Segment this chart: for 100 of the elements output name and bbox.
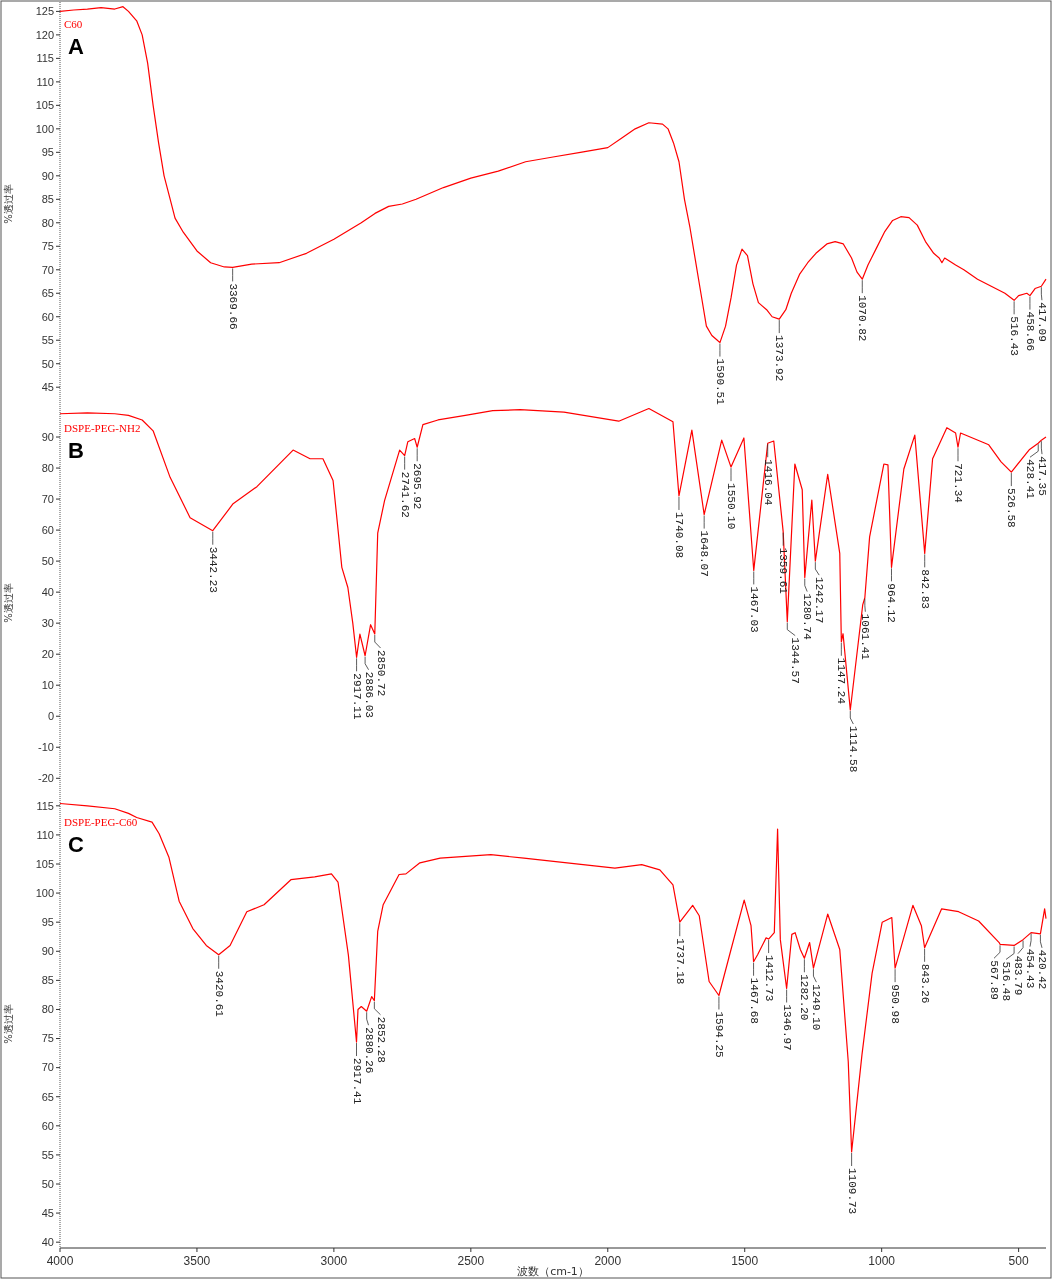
text: A: [68, 34, 84, 59]
annotation: 458.66: [1023, 311, 1036, 352]
y-tick-label: 80: [41, 1003, 54, 1016]
annotation: 567.89: [988, 960, 1000, 1000]
annotation: 1114.58: [847, 726, 860, 773]
y-axis-title: %透过率: [3, 1004, 14, 1044]
y-tick-label: 115: [36, 799, 54, 812]
y-tick-label: 80: [41, 461, 54, 474]
annotation: 526.58: [1005, 488, 1018, 528]
y-tick-label: 50: [41, 357, 54, 370]
x-tick-label: 1500: [731, 1254, 759, 1268]
y-tick-label: 75: [41, 240, 54, 253]
series-label: DSPE-PEG-C60: [64, 816, 138, 828]
y-tick-label: 85: [41, 193, 54, 206]
annotation: 842.83: [918, 569, 931, 609]
text: B: [68, 438, 84, 463]
annotation: 2880.26: [362, 1027, 375, 1074]
x-tick-label: 3000: [320, 1254, 348, 1268]
annotation: 1467.68: [747, 977, 760, 1024]
y-axis-title: %透过率: [3, 184, 14, 224]
annotation: 950.98: [889, 984, 902, 1024]
series-label: DSPE-PEG-NH2: [64, 422, 141, 434]
y-tick-label: 55: [41, 1148, 54, 1161]
y-tick-label: 65: [41, 287, 54, 300]
annotation: 2852.28: [374, 1016, 387, 1063]
y-tick-label: 110: [36, 75, 54, 88]
text: C: [68, 832, 84, 857]
annotation: 454.43: [1024, 948, 1036, 989]
y-tick-label: 125: [35, 5, 54, 18]
annotation: 1594.25: [712, 1011, 725, 1058]
annotation: 417.09: [1035, 302, 1048, 342]
annotation: 483.79: [1012, 955, 1024, 996]
annotation: 420.42: [1036, 949, 1048, 990]
x-axis-title: 波数（cm-1）: [517, 1265, 589, 1278]
annotation: 1061.41: [859, 613, 872, 661]
y-tick-label: 0: [47, 710, 54, 723]
annotation: 1648.07: [698, 530, 711, 577]
y-tick-label: 40: [41, 1236, 54, 1249]
y-tick-label: 60: [41, 310, 54, 323]
annotation: 1109.73: [845, 1168, 858, 1215]
y-tick-label: 30: [41, 617, 54, 630]
annotation: 1737.18: [673, 938, 686, 985]
annotation: 1346.97: [780, 1004, 793, 1051]
x-tick-label: 500: [1008, 1254, 1029, 1268]
annotation: 1147.24: [835, 657, 848, 705]
annotation: 516.43: [1008, 316, 1021, 356]
y-tick-label: 90: [41, 945, 54, 958]
y-tick-label: 45: [41, 381, 54, 394]
y-tick-label: 95: [41, 916, 54, 929]
y-tick-label: 100: [35, 122, 54, 135]
y-tick-label: 105: [35, 857, 54, 870]
y-tick-label: 50: [41, 1177, 54, 1190]
series-label: C60: [64, 18, 83, 30]
x-tick-label: 1000: [868, 1254, 896, 1268]
annotation: 417.35: [1036, 456, 1048, 496]
y-tick-label: 80: [41, 216, 54, 229]
y-tick-label: 100: [35, 886, 54, 899]
annotation: 3442.23: [206, 546, 219, 593]
x-tick-label: 2000: [594, 1254, 622, 1268]
y-tick-label: 95: [41, 146, 54, 159]
annotation: 1282.20: [798, 974, 811, 1021]
y-tick-label: 70: [41, 492, 54, 505]
annotation: 516.48: [1000, 961, 1012, 1002]
y-tick-label: 85: [41, 974, 54, 987]
y-tick-label: 10: [41, 679, 54, 692]
x-tick-label: 2500: [457, 1254, 485, 1268]
annotation: 1070.82: [856, 295, 869, 342]
y-tick-label: 45: [41, 1206, 54, 1219]
annotation: 1740.08: [672, 511, 685, 559]
annotation: 1412.73: [762, 955, 775, 1002]
annotation: 843.26: [918, 963, 931, 1004]
y-tick-label: -20: [38, 772, 54, 785]
annotation: 964.12: [885, 583, 898, 623]
y-tick-label: 50: [41, 554, 54, 567]
y-tick-label: 75: [41, 1032, 54, 1045]
y-tick-label: 55: [41, 334, 54, 347]
annotation: 1416.04: [761, 459, 774, 506]
y-tick-label: 60: [41, 523, 54, 536]
annotation: 1373.92: [773, 335, 786, 382]
annotation: 2850.72: [374, 650, 387, 697]
annotation: 1550.10: [725, 483, 737, 530]
y-tick-label: 65: [41, 1090, 54, 1103]
annotation: 2917.11: [350, 673, 363, 720]
line-series: [59, 802, 1047, 1153]
y-tick-label: 60: [41, 1119, 54, 1132]
annotation: 721.34: [951, 463, 964, 504]
annotation: 1359.61: [777, 547, 790, 595]
y-tick-label: 115: [36, 52, 54, 65]
y-tick-label: 90: [41, 169, 54, 182]
x-tick-label: 3500: [183, 1254, 211, 1268]
y-tick-label: 40: [41, 585, 54, 598]
y-tick-label: 70: [41, 263, 54, 276]
annotation: 3420.61: [212, 970, 225, 1018]
y-tick-label: 120: [35, 28, 54, 41]
annotation: 3369.66: [226, 283, 239, 330]
annotation: 1280.74: [801, 593, 814, 641]
y-tick-label: -10: [38, 741, 54, 754]
annotation: 1249.10: [810, 984, 823, 1031]
y-tick-label: 105: [35, 99, 54, 112]
annotation: 2695.92: [411, 463, 424, 510]
